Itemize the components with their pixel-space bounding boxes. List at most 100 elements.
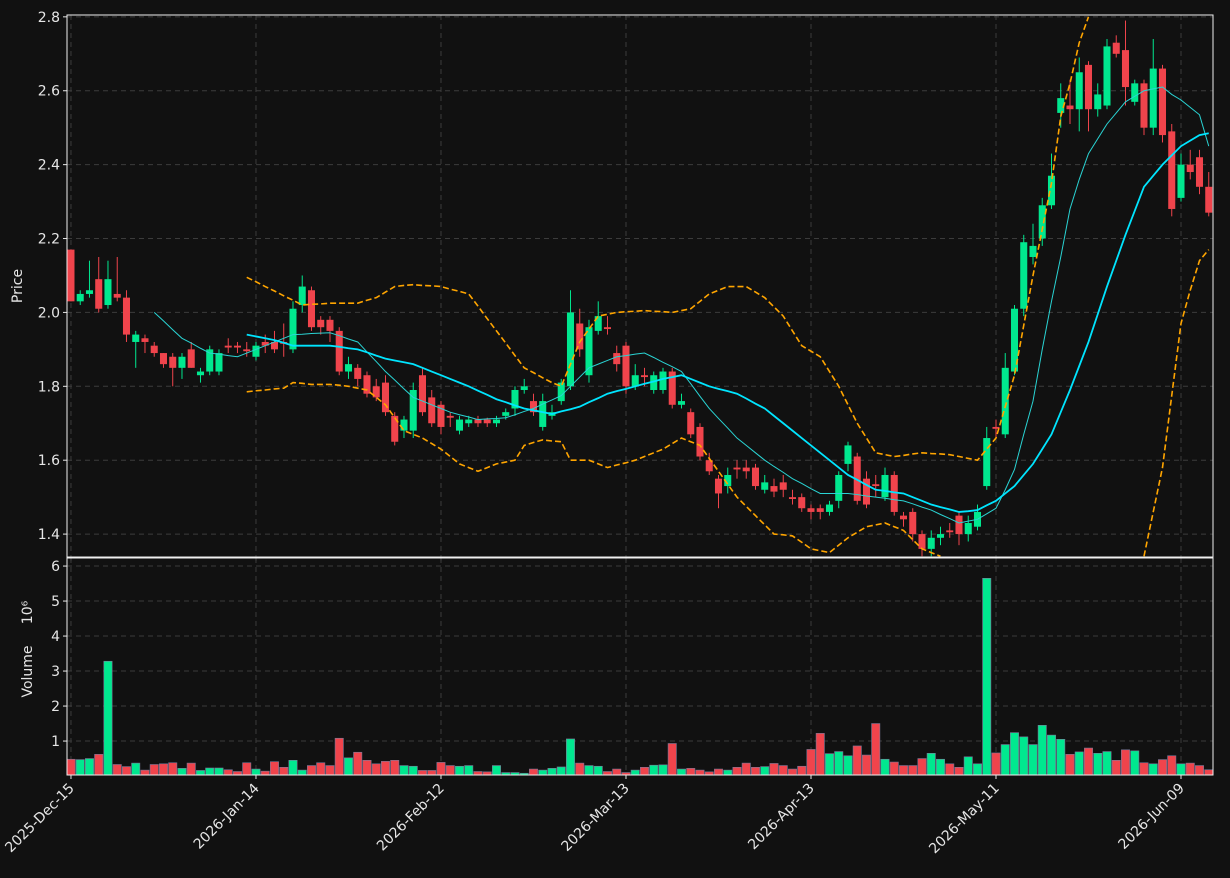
candle-body [1177,164,1185,198]
volume-bar [288,759,298,776]
overlay-line [246,249,1210,557]
candle-body [492,419,500,424]
candle-body [483,419,491,424]
volume-bar [963,756,973,776]
candle-body [437,404,445,427]
volume-bar [714,768,723,776]
y-tick-label: 2.6 [38,84,60,100]
y-axis-label: Volume [20,645,36,697]
volume-bar [316,762,326,776]
candle-body [631,375,639,387]
volume-bar [1130,750,1140,776]
volume-bar [408,765,418,776]
volume-bar [427,770,437,776]
candle-body [761,482,769,490]
volume-bar [223,769,233,776]
candle-body [918,534,926,549]
volume-bar [186,762,196,776]
candle-body [807,508,815,512]
candle-body [835,474,843,501]
candle-body [1131,83,1139,102]
candle-body [881,474,889,498]
volume-bar [196,770,205,776]
candle-body [946,530,954,533]
candle-body [1047,175,1056,206]
candle-body [243,349,251,352]
candle-body [724,474,732,487]
candle-body [603,327,612,330]
candle-body [132,334,140,342]
volume-bar [1148,763,1158,776]
volume-bar [871,723,881,776]
candle-body [474,419,482,424]
candle-body [1195,157,1204,187]
candle-body [1140,83,1148,128]
volume-bar [880,758,890,776]
y-tick-label: 1.6 [38,453,60,469]
candle-body [557,382,565,402]
volume-bar [1056,738,1066,776]
volume-bar [279,766,289,776]
candle-body [1066,105,1074,110]
volume-bar [695,769,705,776]
volume-bar [723,769,733,776]
candle-body [576,323,584,350]
candle-body [1010,308,1019,372]
volume-bar [297,769,307,776]
candle-body [400,419,408,431]
volume-bar [1037,724,1047,776]
candle-body [298,286,306,306]
volume-bar [899,765,908,776]
panel-frame [66,557,1214,776]
candle-body [1186,164,1194,173]
volume-bar [852,745,862,776]
volume-bar [658,764,668,776]
candle-body [622,345,630,387]
volume-bar [149,764,159,776]
volume-bar [778,765,788,776]
candle-body [696,426,704,457]
volume-bar [547,768,557,776]
candle-body [1001,367,1009,435]
volume-bar [529,768,538,776]
candle-body [317,319,325,328]
candle-body [455,419,463,431]
volume-bar [455,765,464,776]
volume-bar [630,769,640,776]
candle-body [955,515,963,535]
volume-bar [797,765,807,776]
candle-body [187,349,195,368]
volume-bar [325,765,335,776]
candle-body [215,353,223,372]
volume-bar [1139,762,1149,776]
candle-body [751,467,760,487]
candle-body [742,467,750,472]
volume-bar [667,743,677,776]
candle-body [825,504,834,512]
candle-body [714,478,723,494]
y-tick-label: 5 [51,594,60,610]
volume-bar [464,765,474,776]
volume-bar [131,762,141,776]
candle-body [788,497,797,499]
candle-body [927,537,935,549]
volume-bar [982,577,992,776]
y-tick-label: 4 [51,629,60,645]
candle-body [418,375,426,413]
candle-body [122,297,130,335]
volume-bar [1195,765,1204,776]
volume-bar [353,751,363,776]
overlay-line [246,132,1209,513]
volume-bar [362,759,372,776]
volume-bar [862,754,871,776]
volume-bar [1028,744,1038,776]
candle-body [1084,64,1093,110]
volume-bar [575,762,585,776]
volume-bar [1185,762,1195,776]
volume-bar [1065,754,1075,776]
candle-body [76,293,84,302]
y-tick-label: 1.4 [38,527,60,543]
candle-body [983,438,991,487]
volume-bar [112,764,122,776]
